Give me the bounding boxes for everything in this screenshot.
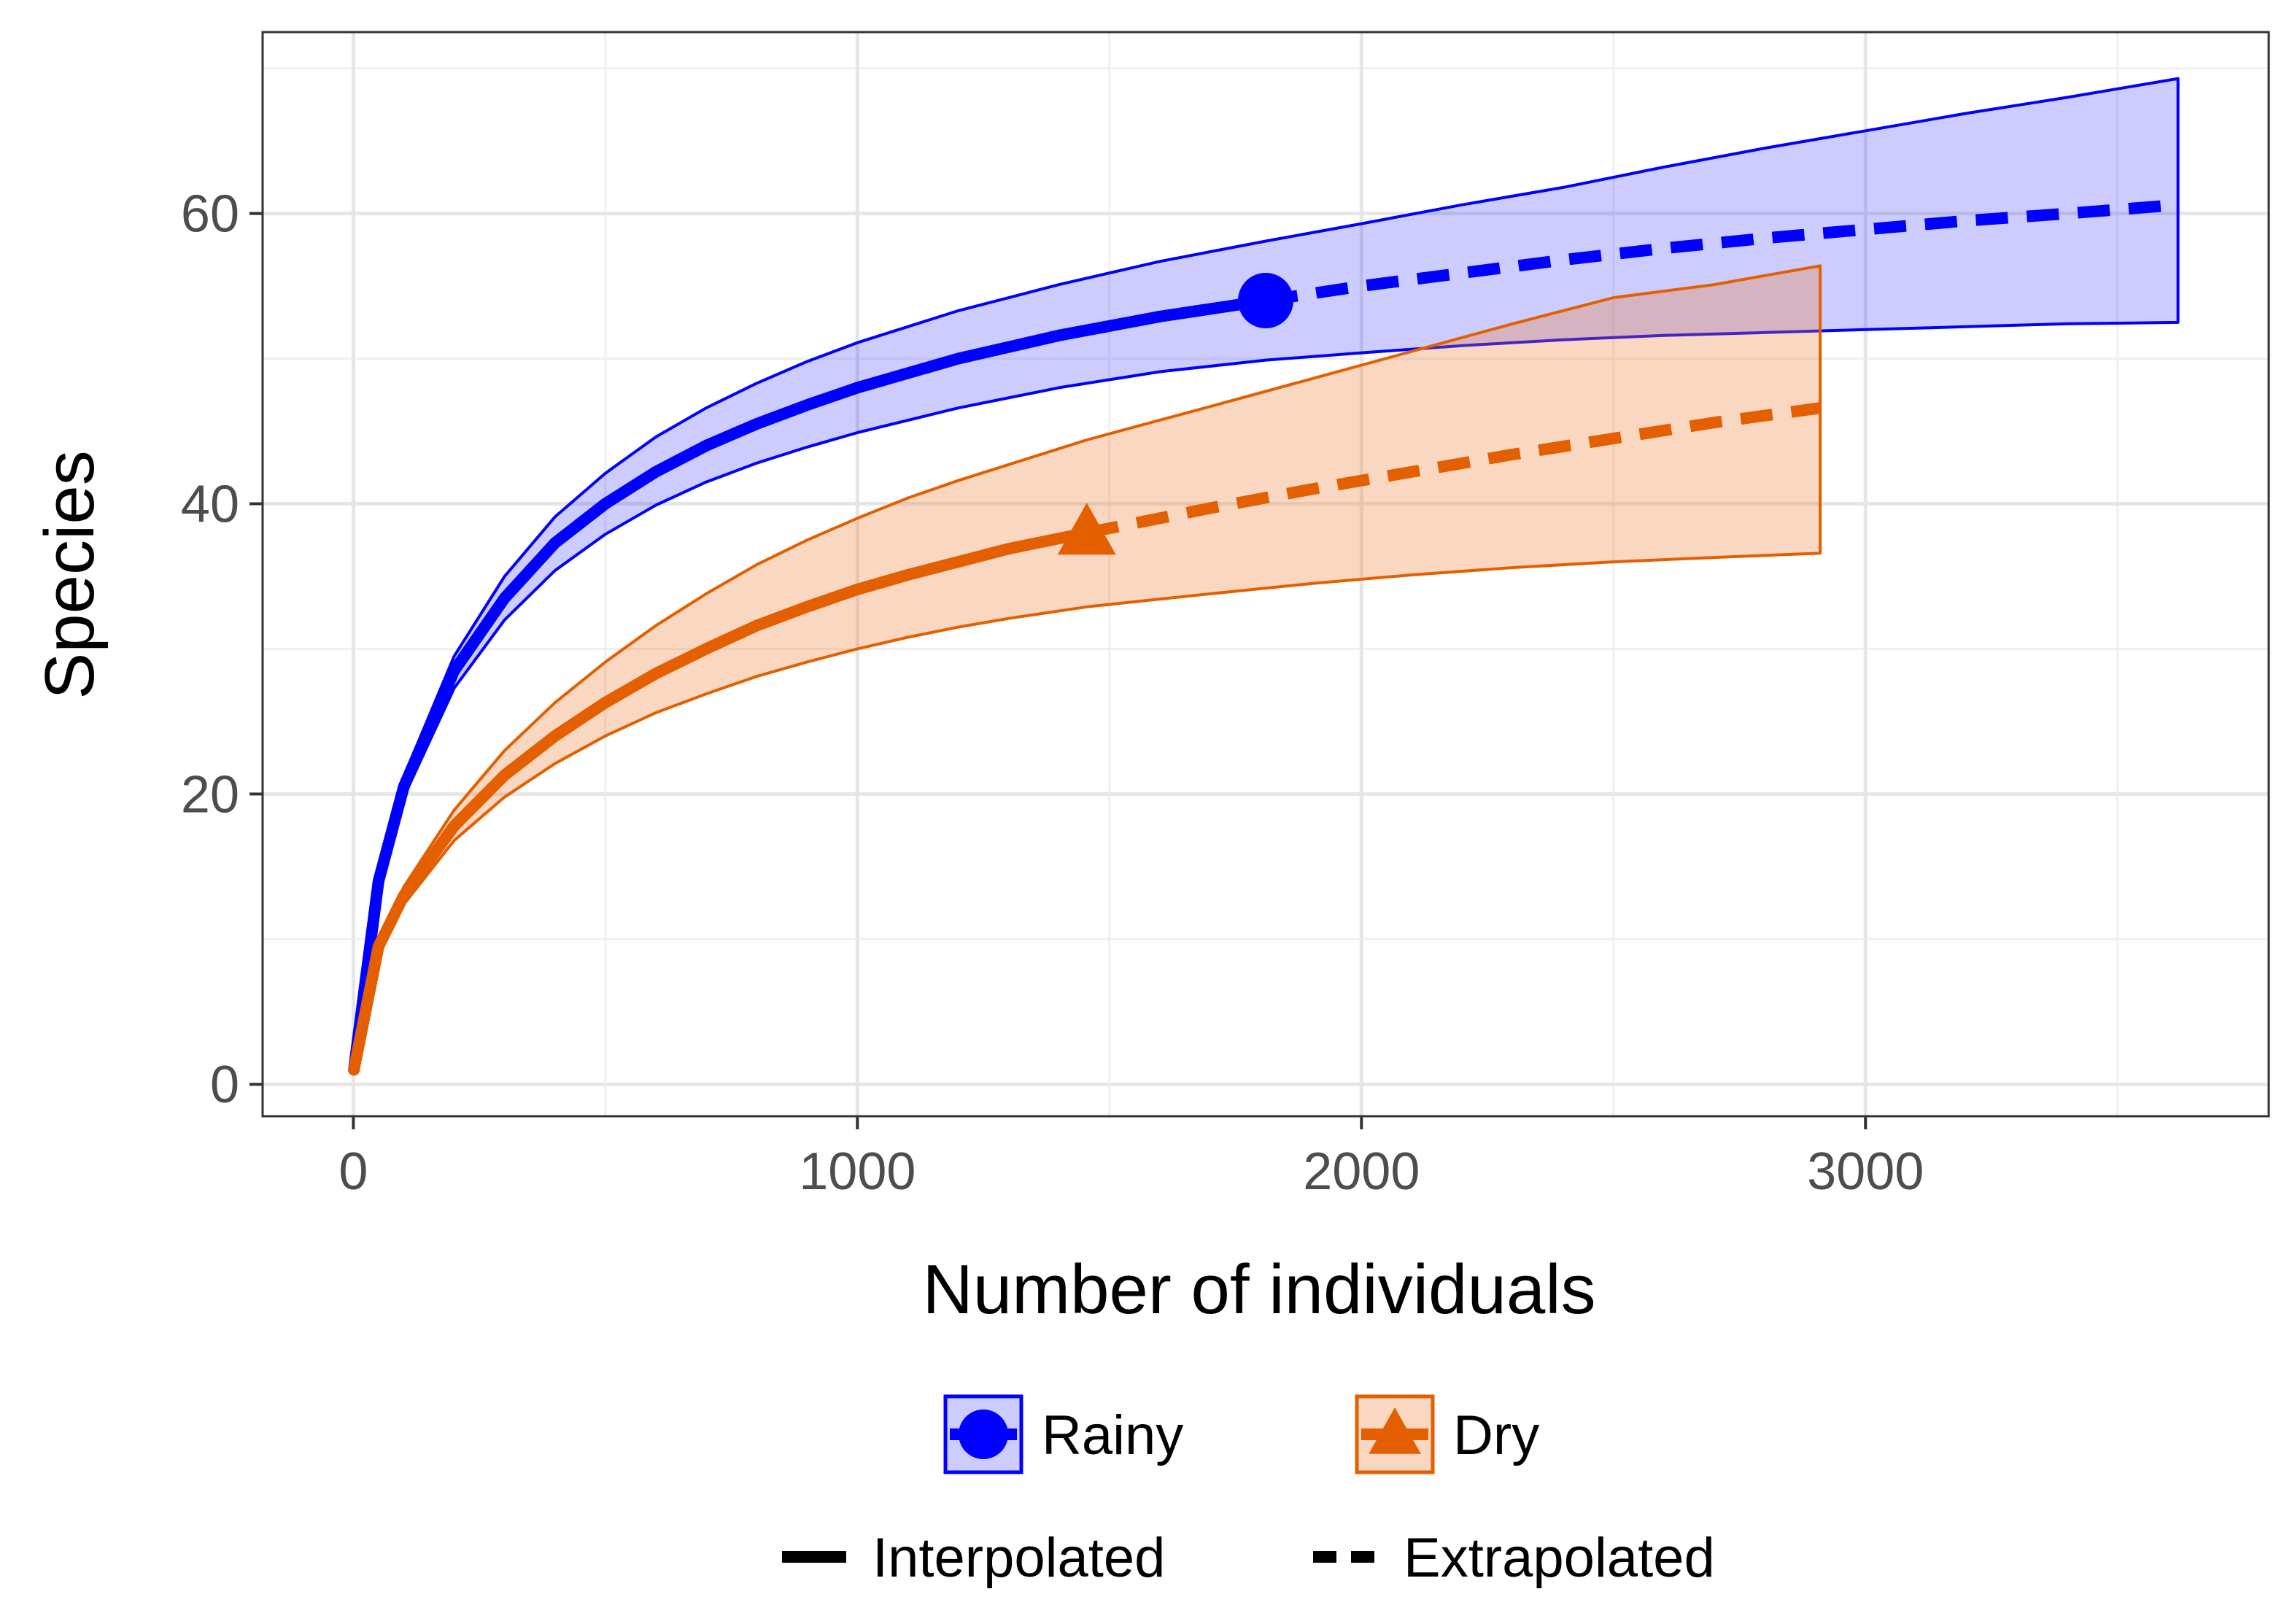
y-tick-label: 60	[181, 185, 239, 244]
legend: Rainy Dry Interpolated Extrapolated	[782, 1394, 1715, 1589]
axis-ticks	[249, 212, 1868, 1129]
tick-labels: 0 1000 2000 3000 0 20 40 60	[181, 185, 1924, 1201]
legend-linetype-label-extrapolated: Extrapolated	[1404, 1527, 1715, 1589]
legend-group-row: Rainy Dry	[943, 1394, 1539, 1474]
series-lines	[348, 198, 2179, 1076]
y-tick-label: 40	[181, 476, 239, 534]
extrapolated-line-dry	[1085, 402, 1822, 539]
observed-marker-dry	[1057, 503, 1116, 555]
observed-marker-rainy	[1238, 273, 1293, 329]
legend-key-marker	[959, 1410, 1008, 1459]
y-axis-title: Species	[31, 450, 109, 700]
x-tick-label: 2000	[1303, 1142, 1420, 1201]
legend-label-rainy: Rainy	[1042, 1404, 1183, 1466]
ci-band-rainy	[352, 77, 2180, 1072]
legend-linetype-row: Interpolated Extrapolated	[782, 1527, 1715, 1589]
interpolated-line-dry	[348, 527, 1093, 1076]
legend-label-dry: Dry	[1453, 1404, 1539, 1466]
plot-panel	[261, 31, 2270, 1118]
x-tick-label: 0	[338, 1142, 368, 1201]
x-tick-label: 3000	[1807, 1142, 1924, 1201]
legend-linetype-label-interpolated: Interpolated	[872, 1527, 1165, 1589]
x-axis-title: Number of individuals	[922, 1250, 1595, 1329]
x-tick-label: 1000	[799, 1142, 916, 1201]
y-tick-label: 0	[210, 1056, 239, 1114]
observed-markers	[1057, 273, 1293, 555]
legend-key-marker	[1369, 1407, 1421, 1454]
minor-gridlines	[263, 32, 2269, 1116]
panel-border	[261, 31, 2270, 1118]
interpolated-line-rainy	[348, 295, 1272, 1076]
y-tick-label: 20	[181, 765, 239, 824]
